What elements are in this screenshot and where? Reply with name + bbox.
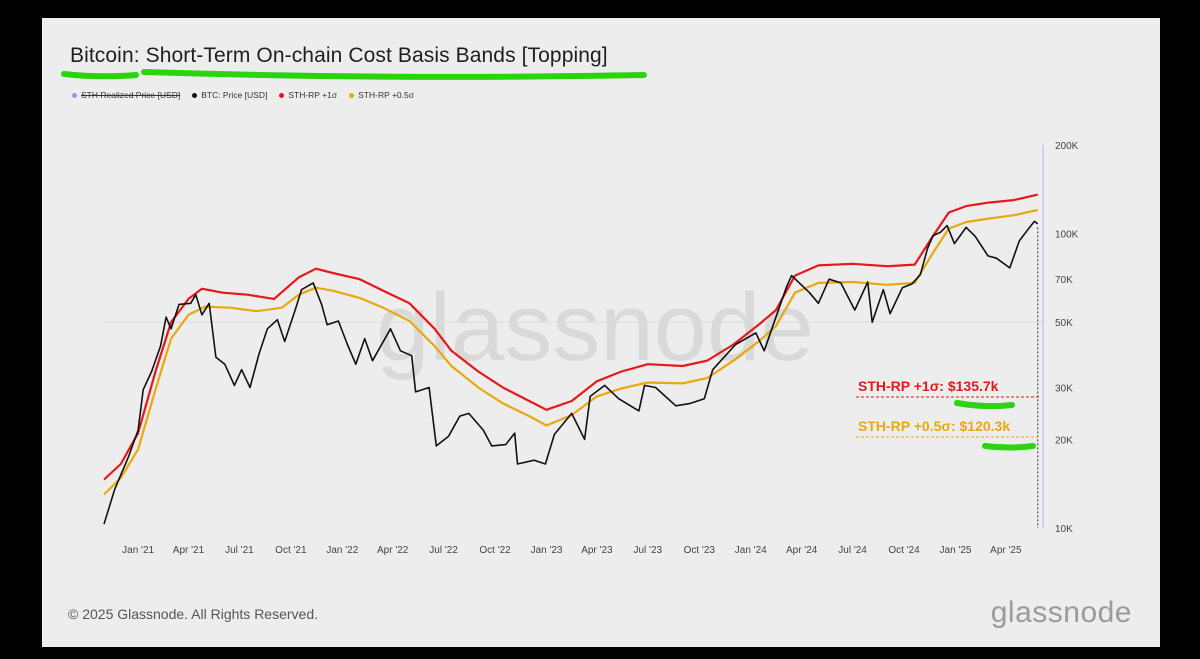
y-tick-label: 70K <box>1055 275 1073 286</box>
x-tick-label: Jul '23 <box>634 545 663 556</box>
x-tick-label: Oct '23 <box>684 545 716 556</box>
x-tick-label: Apr '25 <box>990 545 1022 556</box>
x-tick-label: Apr '21 <box>173 545 205 556</box>
legend-dot-icon <box>349 92 355 98</box>
legend-dot-icon <box>72 92 77 98</box>
y-tick-label: 20K <box>1055 435 1073 446</box>
x-tick-label: Oct '21 <box>275 545 307 556</box>
legend-dot-icon <box>279 92 285 98</box>
chart-panel <box>42 18 1160 647</box>
annotation-underline-1 <box>954 400 1015 410</box>
x-tick-label: Jul '24 <box>838 545 867 556</box>
x-tick-label: Jan '25 <box>940 545 972 556</box>
legend-item[interactable]: STH-RP +1σ <box>279 90 337 100</box>
y-tick-label: 30K <box>1055 384 1073 395</box>
y-tick-label: 200K <box>1055 141 1079 152</box>
x-tick-label: Jan '23 <box>531 545 563 556</box>
x-tick-label: Oct '22 <box>479 545 511 556</box>
legend-dot-icon <box>192 92 198 98</box>
x-tick-label: Jan '22 <box>326 545 358 556</box>
chart-title: Bitcoin: Short-Term On-chain Cost Basis … <box>70 44 608 67</box>
series-line-price <box>103 220 1039 525</box>
copyright-footer: © 2025 Glassnode. All Rights Reserved. <box>68 606 319 622</box>
annotation-underline-2 <box>982 443 1036 451</box>
series-line-band05 <box>103 208 1039 496</box>
x-tick-label: Jan '21 <box>122 545 154 556</box>
x-tick-label: Jan '24 <box>735 545 767 556</box>
annotation-red-band: STH-RP +1σ: $135.7k <box>858 378 999 394</box>
legend-label: STH Realized Price [USD] <box>81 90 181 100</box>
legend-label: STH-RP +0.5σ <box>358 90 414 100</box>
chart-text-layer: Bitcoin: Short-Term On-chain Cost Basis … <box>42 18 1160 647</box>
legend-item[interactable]: BTC: Price [USD] <box>192 90 267 100</box>
legend-item[interactable]: STH Realized Price [USD] <box>72 90 180 100</box>
y-tick-label: 10K <box>1055 524 1073 535</box>
series-line-band1 <box>103 193 1039 481</box>
x-tick-label: Jul '22 <box>429 545 458 556</box>
x-tick-label: Oct '24 <box>888 545 920 556</box>
x-tick-label: Apr '22 <box>377 545 409 556</box>
title-underline-1 <box>61 71 139 80</box>
legend-label: BTC: Price [USD] <box>201 90 268 100</box>
y-tick-label: 100K <box>1055 230 1079 241</box>
annotation-orange-band: STH-RP +0.5σ: $120.3k <box>858 418 1010 434</box>
x-tick-label: Jul '21 <box>225 545 254 556</box>
brand-logo: glassnode <box>990 596 1132 629</box>
legend-item[interactable]: STH-RP +0.5σ <box>349 90 414 100</box>
legend: STH Realized Price [USD] BTC: Price [USD]… <box>72 90 414 100</box>
x-tick-label: Apr '23 <box>581 545 613 556</box>
y-tick-label: 50K <box>1055 318 1073 329</box>
title-underline-2 <box>141 69 647 80</box>
x-tick-label: Apr '24 <box>786 545 818 556</box>
legend-label: STH-RP +1σ <box>288 90 338 100</box>
